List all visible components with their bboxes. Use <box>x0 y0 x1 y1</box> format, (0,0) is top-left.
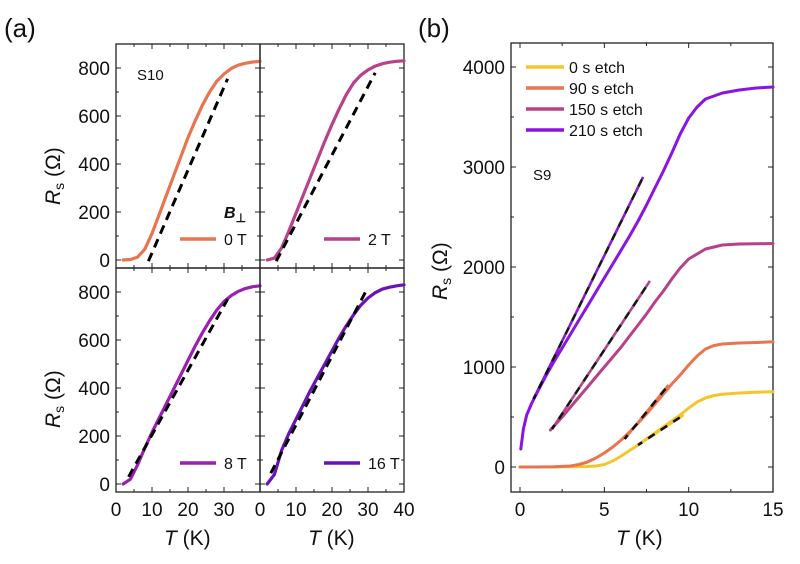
linear-fit-dashed <box>147 78 229 262</box>
legend-label: 150 s etch <box>569 102 643 119</box>
data-curve <box>121 59 262 262</box>
y-tick-label: 600 <box>78 107 110 128</box>
linear-fit-dashed <box>637 413 685 447</box>
xlabel-unit: (K) <box>321 527 355 550</box>
linear-fit-dashed <box>127 298 229 478</box>
panel-b-ylabel: Rs (Ω) <box>429 242 454 300</box>
y-tick-label: 600 <box>78 331 110 352</box>
y-tick-label: 0 <box>99 251 110 272</box>
legend-label: 210 s etch <box>569 123 643 140</box>
field-direction-label: B⊥ <box>224 205 246 225</box>
panel-a-top-ylabel: Rs (Ω) <box>42 147 67 205</box>
y-tick-label: 2000 <box>463 258 505 279</box>
linear-fit-dashed <box>532 176 645 400</box>
subplot-2-t: 2 T <box>259 43 406 269</box>
ylabel-subscript: s <box>438 278 454 285</box>
x-tick-label: 40 <box>393 500 414 521</box>
legend-label: 0 T <box>224 232 247 249</box>
panel-b-xlabel: T (K) <box>616 527 663 550</box>
legend-label: 16 T <box>368 456 400 473</box>
data-curve <box>548 242 775 432</box>
ylabel-symbol: R <box>42 190 65 205</box>
legend-label: 2 T <box>368 232 391 249</box>
panel-a-right-xlabel: T (K) <box>308 527 355 550</box>
field-symbol: B <box>224 205 236 222</box>
fit-overlay <box>637 413 685 447</box>
ylabel-subscript: s <box>51 406 67 413</box>
y-tick-label: 400 <box>78 379 110 400</box>
y-tick-label: 0 <box>99 475 110 496</box>
subplot-0-t: 0 200 400 600 800 0 T <box>78 43 262 272</box>
y-tick-label: 4000 <box>463 58 505 79</box>
panel-a-bottom-ylabel: Rs (Ω) <box>42 370 67 428</box>
xlabel-symbol: T <box>616 527 631 550</box>
xlabel-symbol: T <box>164 527 179 550</box>
ylabel-unit: (Ω) <box>42 370 65 406</box>
x-tick-label: 0 <box>111 500 122 521</box>
y-tick-label: 200 <box>78 427 110 448</box>
data-curve <box>265 59 406 262</box>
xlabel-unit: (K) <box>177 527 211 550</box>
ylabel-unit: (Ω) <box>42 147 65 183</box>
subplot-16-t: 0 10 20 30 40 16 T <box>255 267 415 521</box>
panel-a-label: (a) <box>4 13 36 43</box>
sample-label-s9: S9 <box>533 167 551 184</box>
x-tick-label: 10 <box>285 500 306 521</box>
x-tick-label: 10 <box>141 500 162 521</box>
x-tick-label: 5 <box>599 500 610 521</box>
fit-overlay <box>623 384 670 440</box>
y-tick-label: 3000 <box>463 158 505 179</box>
xlabel-symbol: T <box>308 527 323 550</box>
x-tick-label: 30 <box>357 500 378 521</box>
linear-fit-dashed <box>550 280 651 430</box>
legend-label: 90 s etch <box>569 81 634 98</box>
ylabel-unit: (Ω) <box>429 242 452 278</box>
y-tick-label: 800 <box>78 59 110 80</box>
y-tick-label: 1000 <box>463 358 505 379</box>
x-tick-label: 0 <box>515 500 526 521</box>
xlabel-unit: (K) <box>629 527 663 550</box>
legend-label: 0 s etch <box>569 60 625 77</box>
linear-fit-dashed <box>274 72 377 262</box>
legend-label: 8 T <box>224 456 247 473</box>
data-curve <box>518 340 775 469</box>
x-tick-label: 30 <box>213 500 234 521</box>
y-tick-label: 400 <box>78 155 110 176</box>
sample-label-s10: S10 <box>137 67 164 84</box>
data-curve <box>518 390 775 469</box>
data-curve <box>265 283 406 486</box>
panel-a-left-xlabel: T (K) <box>164 527 211 550</box>
subplot-8-t: 0 200 400 600 800 0 10 20 30 8 T <box>78 267 262 521</box>
x-tick-label: 20 <box>321 500 342 521</box>
ylabel-symbol: R <box>429 285 452 300</box>
x-tick-label: 20 <box>177 500 198 521</box>
x-tick-label: 15 <box>762 500 783 521</box>
fit-overlay <box>532 176 645 400</box>
linear-fit-dashed <box>623 384 670 440</box>
x-tick-label: 0 <box>255 500 266 521</box>
y-tick-label: 0 <box>494 458 505 479</box>
data-curve <box>121 284 262 486</box>
field-subscript: ⊥ <box>236 211 246 225</box>
y-tick-label: 200 <box>78 203 110 224</box>
x-tick-label: 10 <box>678 500 699 521</box>
linear-fit-dashed <box>269 286 370 474</box>
ylabel-subscript: s <box>51 183 67 190</box>
y-tick-label: 800 <box>78 283 110 304</box>
panel-b-label: (b) <box>418 13 450 43</box>
ylabel-symbol: R <box>42 413 65 428</box>
